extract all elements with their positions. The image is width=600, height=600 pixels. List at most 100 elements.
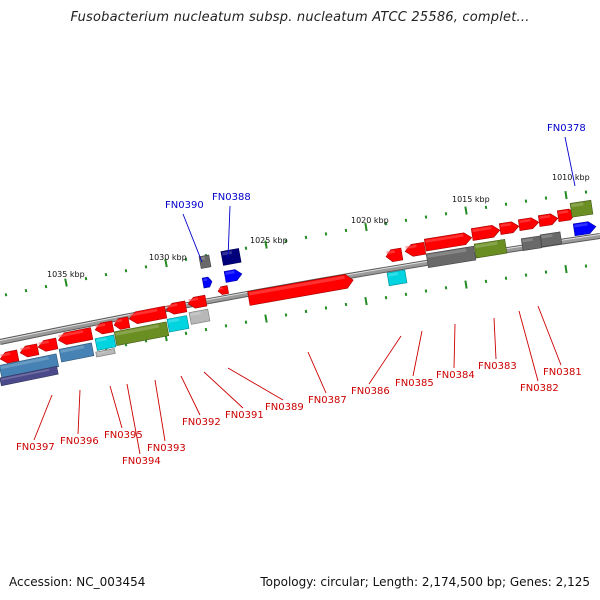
- scale-tick: [264, 240, 268, 249]
- gene-feature: [572, 221, 597, 237]
- gene-label[interactable]: FN0393: [147, 443, 186, 454]
- scale-tick: [404, 292, 408, 296]
- gene-label[interactable]: FN0390: [165, 200, 204, 211]
- scale-tick: [424, 215, 428, 219]
- scale-labels: 1035 kbp 1030 kbp 1025 kbp 1020 kbp 1015 kbp…: [47, 173, 590, 279]
- gene-feature: [165, 300, 188, 315]
- scale-tick: [4, 293, 8, 297]
- gene-label[interactable]: FN0397: [16, 442, 55, 453]
- gene-label[interactable]: FN0382: [520, 383, 559, 394]
- gene-feature: [128, 305, 168, 324]
- gene-body: [201, 276, 213, 289]
- scale-tick: [124, 269, 128, 273]
- scale-label: 1010 kbp: [552, 173, 590, 182]
- gene-body: [539, 231, 563, 248]
- leader-line: [453, 323, 456, 369]
- gene-feature: [0, 353, 60, 379]
- gene-label[interactable]: FN0391: [225, 410, 264, 421]
- gene-feature: [220, 248, 242, 266]
- gene-body: [498, 221, 520, 235]
- scale-label: 1020 kbp: [351, 216, 389, 225]
- gene-feature: [187, 294, 208, 309]
- gene-highlight: [519, 218, 531, 224]
- scale-tick: [244, 246, 248, 250]
- gene-label[interactable]: FN0389: [265, 402, 304, 413]
- gene-feature: [537, 213, 559, 227]
- scale-tick: [524, 199, 528, 203]
- scale-tick: [544, 270, 548, 274]
- scale-tick: [184, 257, 188, 261]
- scale-tick: [304, 309, 308, 314]
- gene-body: [0, 349, 20, 364]
- gene-label[interactable]: FN0383: [478, 361, 517, 372]
- label-leader-lines: [33, 136, 576, 455]
- gene-body: [537, 213, 559, 227]
- gene-body: [128, 305, 168, 324]
- scale-tick: [284, 239, 288, 243]
- leader-line: [203, 371, 244, 409]
- leader-line: [307, 351, 327, 394]
- gene-feature: [517, 217, 540, 231]
- scale-tick: [364, 222, 368, 232]
- gene-highlight: [427, 248, 467, 258]
- gene-label[interactable]: FN0387: [308, 395, 347, 406]
- gene-feature: [166, 315, 190, 333]
- gene-body: [217, 285, 229, 295]
- scale-tick: [344, 302, 348, 307]
- gene-label[interactable]: FN0395: [104, 430, 143, 441]
- scale-tick: [264, 314, 268, 323]
- gene-label[interactable]: FN0378: [547, 123, 586, 134]
- gene-feature: [385, 247, 404, 262]
- scale-tick: [164, 258, 168, 268]
- gene-body: [58, 342, 95, 363]
- gene-highlight: [571, 202, 584, 208]
- gene-label[interactable]: FN0394: [122, 456, 161, 467]
- gene-feature: [198, 254, 212, 269]
- gene-feature: [19, 343, 40, 358]
- gene-label[interactable]: FN0384: [436, 370, 475, 381]
- gene-body: [223, 269, 243, 283]
- gene-highlight: [129, 308, 158, 317]
- scale-tick: [464, 280, 468, 289]
- gene-feature: [95, 348, 116, 358]
- scale-tick: [44, 284, 48, 289]
- gene-highlight: [388, 272, 399, 277]
- gene-feature: [0, 349, 20, 364]
- scale-tick: [204, 327, 208, 332]
- scale-tick: [24, 288, 28, 293]
- map-title: Fusobacterium nucleatum subsp. nucleatum…: [70, 10, 530, 25]
- leader-line: [180, 375, 201, 416]
- gene-highlight: [500, 222, 512, 227]
- gene-label[interactable]: FN0385: [395, 378, 434, 389]
- scale-tick: [224, 324, 228, 328]
- gene-highlight: [558, 210, 569, 215]
- gene-feature: [188, 308, 211, 325]
- gene-label[interactable]: FN0388: [212, 192, 251, 203]
- gene-feature: [423, 232, 473, 252]
- leader-line: [109, 385, 123, 429]
- gene-label[interactable]: FN0396: [60, 436, 99, 447]
- gene-feature: [113, 321, 170, 346]
- scale-tick: [404, 218, 408, 222]
- gene-body: [187, 294, 208, 309]
- leader-line: [126, 383, 141, 455]
- leader-line: [227, 367, 284, 401]
- gene-label[interactable]: FN0392: [182, 417, 221, 428]
- scale-tick: [384, 222, 388, 226]
- scale-tick: [484, 279, 488, 284]
- gene-highlight: [225, 270, 235, 275]
- leader-line: [537, 305, 562, 366]
- gene-highlight: [541, 234, 553, 239]
- gene-label[interactable]: FN0381: [543, 367, 582, 378]
- scale-tick: [64, 278, 68, 287]
- gene-body: [520, 235, 543, 251]
- gene-highlight: [166, 303, 178, 308]
- gene-label[interactable]: FN0386: [351, 386, 390, 397]
- gene-highlight: [188, 297, 199, 302]
- gene-feature: [57, 327, 94, 345]
- scale-tick: [504, 276, 508, 280]
- gene-highlight: [58, 330, 84, 338]
- gene-highlight: [574, 222, 588, 228]
- gene-body: [188, 308, 211, 325]
